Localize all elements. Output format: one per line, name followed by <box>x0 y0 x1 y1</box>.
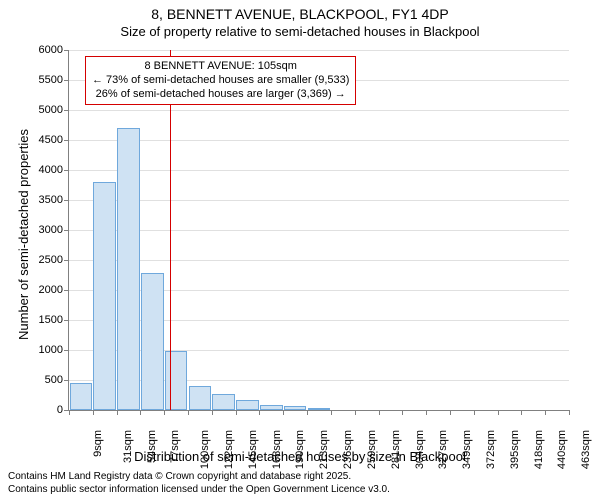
y-tick-label: 5000 <box>23 104 63 116</box>
grid-line <box>69 170 569 171</box>
x-tick-mark <box>117 410 118 415</box>
bar <box>236 400 259 410</box>
bar <box>70 383 93 410</box>
footer-line2: Contains public sector information licen… <box>8 484 390 497</box>
y-tick-mark <box>64 350 69 351</box>
grid-line <box>69 110 569 111</box>
histogram-plot: 0500100015002000250030003500400045005000… <box>68 50 569 411</box>
footer: Contains HM Land Registry data © Crown c… <box>8 471 390 496</box>
x-tick-mark <box>521 410 522 415</box>
bar <box>260 405 283 410</box>
bar <box>141 273 164 410</box>
y-tick-mark <box>64 230 69 231</box>
y-tick-mark <box>64 50 69 51</box>
y-tick-label: 6000 <box>23 44 63 56</box>
x-tick-mark <box>450 410 451 415</box>
x-tick-mark <box>69 410 70 415</box>
y-tick-mark <box>64 170 69 171</box>
x-tick-mark <box>93 410 94 415</box>
y-tick-mark <box>64 320 69 321</box>
x-tick-mark <box>355 410 356 415</box>
x-tick-mark <box>212 410 213 415</box>
grid-line <box>69 200 569 201</box>
annotation-line: ← 73% of semi-detached houses are smalle… <box>92 74 349 88</box>
grid-line <box>69 140 569 141</box>
y-tick-mark <box>64 80 69 81</box>
x-tick-mark <box>188 410 189 415</box>
bar <box>165 351 188 410</box>
annotation-line: 8 BENNETT AVENUE: 105sqm <box>92 60 349 74</box>
x-tick-mark <box>379 410 380 415</box>
title-line2: Size of property relative to semi-detach… <box>0 24 600 39</box>
y-tick-label: 500 <box>23 374 63 386</box>
bar <box>117 128 140 410</box>
y-tick-label: 4000 <box>23 164 63 176</box>
x-tick-mark <box>164 410 165 415</box>
x-axis-title: Distribution of semi-detached houses by … <box>0 449 600 464</box>
x-tick-mark <box>569 410 570 415</box>
x-tick-mark <box>307 410 308 415</box>
y-tick-label: 5500 <box>23 74 63 86</box>
x-tick-mark <box>283 410 284 415</box>
x-tick-mark <box>426 410 427 415</box>
x-tick-mark <box>331 410 332 415</box>
y-tick-label: 1500 <box>23 314 63 326</box>
x-tick-mark <box>498 410 499 415</box>
footer-line1: Contains HM Land Registry data © Crown c… <box>8 471 390 484</box>
bar <box>308 408 331 410</box>
x-tick-mark <box>545 410 546 415</box>
bar <box>189 386 212 410</box>
y-tick-mark <box>64 380 69 381</box>
y-tick-mark <box>64 290 69 291</box>
y-tick-mark <box>64 200 69 201</box>
y-tick-label: 3000 <box>23 224 63 236</box>
grid-line <box>69 50 569 51</box>
y-tick-label: 1000 <box>23 344 63 356</box>
bar <box>284 406 307 410</box>
y-tick-label: 4500 <box>23 134 63 146</box>
annotation-box: 8 BENNETT AVENUE: 105sqm← 73% of semi-de… <box>85 56 356 105</box>
x-tick-mark <box>140 410 141 415</box>
bar <box>93 182 116 410</box>
x-tick-mark <box>236 410 237 415</box>
grid-line <box>69 230 569 231</box>
y-tick-mark <box>64 110 69 111</box>
x-tick-mark <box>259 410 260 415</box>
title-block: 8, BENNETT AVENUE, BLACKPOOL, FY1 4DP Si… <box>0 6 600 39</box>
y-tick-mark <box>64 260 69 261</box>
chart-container: 8, BENNETT AVENUE, BLACKPOOL, FY1 4DP Si… <box>0 0 600 500</box>
y-tick-label: 3500 <box>23 194 63 206</box>
bar <box>212 394 235 410</box>
y-tick-label: 2000 <box>23 284 63 296</box>
grid-line <box>69 260 569 261</box>
title-line1: 8, BENNETT AVENUE, BLACKPOOL, FY1 4DP <box>0 6 600 22</box>
y-tick-label: 2500 <box>23 254 63 266</box>
y-tick-label: 0 <box>23 404 63 416</box>
x-tick-mark <box>474 410 475 415</box>
y-tick-mark <box>64 140 69 141</box>
x-tick-mark <box>402 410 403 415</box>
annotation-line: 26% of semi-detached houses are larger (… <box>92 88 349 102</box>
